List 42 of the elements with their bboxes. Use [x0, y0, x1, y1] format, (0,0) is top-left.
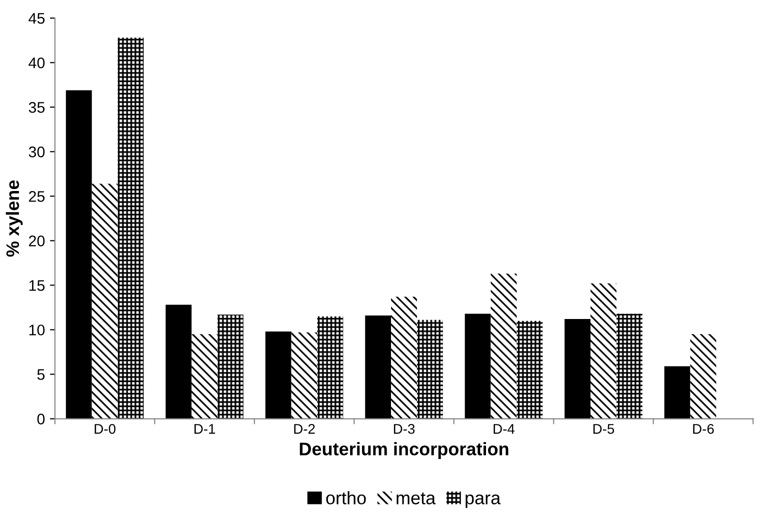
x-tick-label: D-2 — [294, 424, 315, 434]
bar — [464, 314, 491, 419]
bar — [516, 320, 543, 419]
y-tick-label: 35 — [28, 102, 45, 113]
y-tick-label: 30 — [28, 146, 45, 158]
legend-label: meta — [396, 492, 436, 504]
bar — [616, 314, 642, 419]
y-tick-label: 45 — [28, 13, 45, 24]
bar — [92, 184, 118, 419]
bar — [590, 283, 616, 419]
bar — [564, 319, 591, 419]
x-tick-label: D-1 — [194, 424, 216, 434]
bar — [218, 314, 244, 419]
x-tick-label: D-3 — [394, 424, 415, 434]
y-axis-title: % xylene — [6, 180, 23, 257]
x-axis-title: Deuterium incorporation — [300, 442, 508, 459]
bar — [166, 304, 192, 419]
bar — [416, 320, 443, 419]
y-tick-label: 20 — [28, 236, 45, 246]
bar — [317, 316, 344, 419]
bar — [365, 315, 392, 419]
y-tick-label: 0 — [37, 414, 45, 424]
bar — [391, 296, 417, 419]
bar — [690, 334, 716, 419]
x-tick-label: D-0 — [94, 424, 116, 434]
y-tick-label: 5 — [37, 369, 45, 380]
x-tick-label: D-5 — [593, 424, 614, 434]
legend-label: para — [466, 494, 501, 508]
x-tick-label: D-4 — [494, 424, 515, 434]
y-tick-label: 15 — [29, 280, 45, 291]
x-tick-label: D-6 — [693, 424, 714, 434]
bar — [192, 334, 218, 419]
y-tick-label: 10 — [29, 324, 45, 336]
y-tick-label: 40 — [28, 57, 45, 68]
bar — [490, 274, 517, 419]
legend-label: ortho — [326, 491, 366, 504]
bar — [664, 366, 690, 419]
bar — [265, 332, 292, 419]
y-tick-label: 25 — [28, 191, 45, 202]
bar — [118, 38, 144, 419]
bar — [66, 90, 92, 419]
bar — [291, 332, 318, 419]
